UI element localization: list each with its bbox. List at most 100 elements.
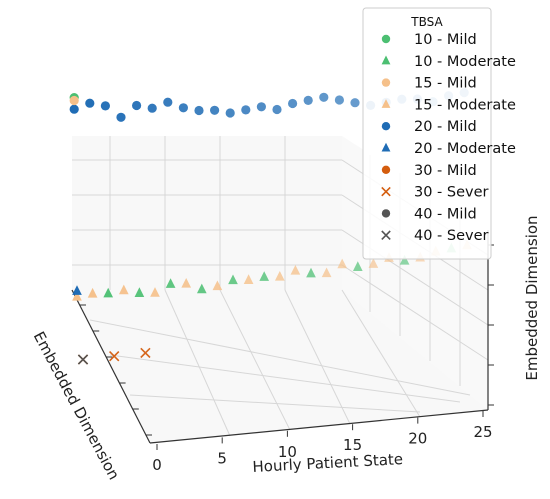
legend-marker [381,165,391,174]
x-tick-label: 25 [473,423,492,441]
data-point [165,278,176,288]
legend-entry: 20 - Mild [381,119,477,135]
series-10-moderate [103,242,457,298]
data-point [290,265,301,275]
x-tick-label: 5 [217,449,227,467]
data-point [140,347,151,359]
data-point [352,261,363,271]
legend-label: 40 - Sever [414,228,489,244]
legend-entries: 10 - Mild 10 - Moderate 15 - Mild 15 - Mode… [381,32,516,244]
grid-line [219,289,291,431]
legend-marker [381,122,391,131]
data-point [319,92,329,102]
legend-marker [381,78,391,87]
series-40-sever [77,354,89,365]
legend-marker [381,209,391,218]
chart-panes [72,136,488,443]
x-axis-label: Hourly Patient State [252,450,403,476]
data-point [272,104,282,115]
legend-entry: 15 - Moderate [381,97,516,113]
legend-label: 10 - Moderate [414,54,516,70]
data-point [134,287,145,297]
series-15-mild [69,95,79,106]
legend-entry: 15 - Mild [381,76,477,92]
data-point [399,254,410,265]
legend-entry: 40 - Sever [381,228,489,244]
x-stroke [77,354,89,365]
grid-line [89,319,471,396]
legend-title: TBSA [410,15,443,29]
data-point [163,97,173,107]
legend-marker [381,34,391,44]
data-point [77,354,89,365]
data-point [241,105,251,115]
legend-label: 40 - Mild [414,206,477,222]
z-axis-label: Embedded Dimension [523,215,541,380]
legend-entry: 10 - Mild [381,32,477,48]
x-tick-label: 15 [343,436,362,454]
legend-label: 10 - Mild [414,32,477,48]
data-point [69,95,79,106]
data-point [212,280,223,291]
data-point [288,98,298,109]
data-point [69,104,79,114]
x-stroke [381,230,391,240]
data-point [306,267,316,278]
x-stroke [140,347,151,359]
grid-line [341,264,489,361]
legend-marker [381,142,391,152]
legend-marker [381,186,391,197]
data-point [147,103,157,113]
legend-label: 20 - Mild [414,119,477,135]
grid-line [164,289,231,437]
data-point [334,95,344,105]
data-point [210,105,220,115]
data-point [259,271,270,281]
legend-marker [381,230,391,240]
data-point [337,258,348,269]
data-point [132,100,142,111]
data-point [350,98,360,108]
data-point [72,291,82,301]
legend-entry: 10 - Moderate [381,54,516,70]
back-pane [72,136,342,290]
x-tick-label: 20 [408,430,427,448]
data-point [243,274,254,284]
data-point [196,283,207,294]
data-point [72,285,82,295]
data-point [303,95,313,105]
x-axis-line [149,409,489,444]
data-point [109,351,120,362]
x-tick-label: 10 [278,443,297,461]
data-point [85,98,95,108]
legend-label: 20 - Moderate [414,141,516,157]
legend-label: 30 - Sever [414,185,489,201]
legend-marker [381,99,391,108]
legend-label: 15 - Mild [414,76,477,92]
data-point [87,287,98,298]
floor-pane [72,290,488,443]
legend-entry: 30 - Sever [381,185,489,201]
legend-label: 15 - Moderate [414,97,516,113]
data-point [368,258,379,268]
data-point [225,108,235,118]
data-point [256,102,266,112]
series-20-moderate [72,285,82,295]
legend-label: 30 - Mild [414,163,477,179]
data-point [274,271,285,281]
data-point [100,101,110,111]
x-axis-ticks: 0 5 10 15 20 25 [152,411,493,474]
legend-box [362,7,492,260]
data-point [178,103,188,113]
legend-marker [381,55,391,65]
grid-line [284,289,351,425]
data-point [321,267,332,278]
legend-entry: 20 - Moderate [381,141,516,157]
x-tick-label: 0 [152,456,162,474]
left-pane [72,136,150,443]
y-axis-line [71,289,151,444]
grid-line [129,394,421,413]
data-point [116,112,126,122]
data-point [150,287,160,297]
